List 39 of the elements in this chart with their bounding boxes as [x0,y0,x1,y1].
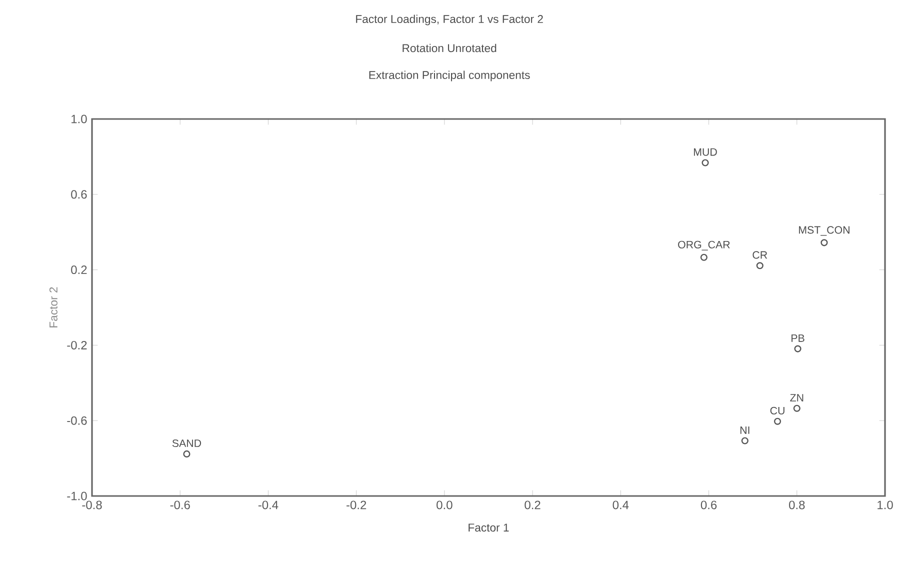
x-tick-label: -0.2 [346,500,366,510]
point [774,418,782,425]
y-tick-label: 0.6 [71,190,87,199]
x-tick-label: 0.2 [524,500,540,510]
x-tick-label: 0.8 [789,500,805,510]
y-axis-title: Factor 2 [49,287,58,328]
y-tick-label: 0.2 [71,266,87,274]
y-tick-label: 1.0 [72,114,87,124]
x-axis-title: Factor 1 [468,524,509,532]
annotation: NI [740,426,750,434]
point [702,159,709,166]
annotation: MST_CON [799,226,850,236]
point [820,239,828,246]
y-tick-label: -1.0 [67,492,87,500]
annotation: ZN [790,394,804,402]
chart-title: Factor Loadings, Factor 1 vs Factor 2 [356,14,543,26]
x-tick-label: -0.8 [82,500,102,510]
point [756,262,764,270]
point [793,404,800,412]
annotation: MUD [694,148,717,156]
point [700,254,708,261]
x-tick-label: -0.4 [258,500,278,510]
point [794,345,802,352]
annotation: CR [752,251,768,259]
annotation: SAND [172,439,202,448]
y-tick-label: -0.6 [67,416,87,425]
x-tick-label: 0.0 [436,500,452,510]
text: Extraction Principal components [369,70,530,82]
x-tick-label: 1.0 [878,500,893,510]
x-tick-label: 0.6 [700,500,717,510]
x-tick-label: 0.4 [612,500,629,510]
chart-subtitle: Rotation Unrotated [402,44,496,52]
point [183,450,190,458]
y-tick-label: -0.2 [67,340,87,350]
annotation: ORG_CAR [678,240,730,250]
point [741,437,748,444]
x-tick-label: -0.6 [170,500,190,510]
annotation: PB [792,334,804,342]
annotation: CU [770,406,784,414]
